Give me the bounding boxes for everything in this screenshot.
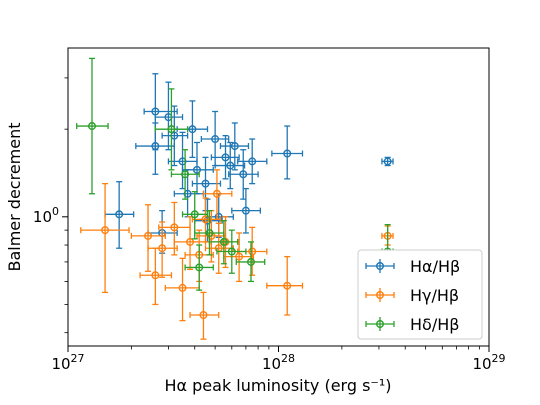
data-marker [211,135,220,144]
data-marker [144,231,153,240]
data-marker [235,252,244,261]
data-point [189,291,220,340]
legend-entry: Hδ/Hβ [365,315,459,334]
series-layer [76,57,394,340]
x-tick-label: 1028 [262,352,295,373]
data-marker [239,170,248,179]
data-marker [283,149,292,158]
data-marker [195,263,204,272]
data-marker [248,247,257,256]
data-marker [190,210,199,219]
data-marker [226,161,235,170]
data-marker [201,179,210,188]
data-marker [192,165,201,174]
data-marker [181,170,190,179]
series-1 [104,73,394,254]
data-marker [227,247,236,256]
data-marker [167,125,176,134]
data-point [228,149,259,200]
data-marker [212,189,221,198]
y-tick-label: 100 [33,205,59,226]
data-point [170,149,200,200]
data-point [208,220,239,265]
data-marker [230,142,239,151]
data-marker [170,223,179,232]
data-point [158,201,191,256]
legend-swatch-marker [376,320,385,329]
legend-swatch-marker [376,262,385,271]
data-marker [183,189,192,198]
legend: Hα/Hβ Hγ/Hβ Hδ/Hβ [357,249,483,340]
data-marker [199,311,208,320]
tick-labels: 1027 1028 1029 100 [33,205,506,373]
data-marker [87,122,96,131]
data-marker [201,215,210,224]
data-marker [246,257,255,266]
legend-label: Hα/Hβ [410,257,460,276]
y-axis-label: Balmer decrement [5,122,24,271]
data-marker [205,228,214,237]
data-marker [186,237,195,246]
legend-label: Hγ/Hβ [410,286,459,305]
data-point [266,255,304,316]
data-marker [383,157,392,166]
data-marker [151,271,160,280]
x-tick-label: 1029 [472,352,505,373]
data-point [237,138,268,185]
data-point [271,125,304,180]
data-marker [178,157,187,166]
data-marker [151,142,160,151]
plot-frame [67,47,490,347]
data-point [130,204,166,272]
x-axis-label: Hα peak luminosity (erg s⁻¹) [164,376,391,395]
legend-entry: Hα/Hβ [365,257,460,276]
data-point [80,182,130,294]
legend-entry: Hγ/Hβ [365,286,459,305]
data-point [194,209,225,256]
data-point [231,187,262,234]
data-point [381,156,394,167]
data-point [235,241,266,283]
data-point [184,244,214,291]
data-marker [248,157,257,166]
data-marker [221,153,230,162]
legend-label: Hδ/Hβ [410,315,459,334]
data-point [216,229,247,274]
data-point [147,221,178,278]
data-point [176,100,209,159]
x-axis-ticks [67,346,490,352]
y-axis-ticks [62,77,68,334]
data-point [219,122,250,171]
legend-swatch-marker [376,291,385,300]
data-marker [188,125,197,134]
data-marker [101,226,110,235]
data-marker [219,237,228,246]
data-marker [158,244,167,253]
data-marker [241,206,250,215]
data-point [214,141,246,190]
data-point [154,88,189,171]
data-point [161,105,189,167]
data-marker [178,283,187,292]
x-tick-label: 1027 [51,352,84,373]
legend-frame [357,249,483,340]
data-marker [283,281,292,290]
data-marker [115,210,124,219]
data-point [76,57,109,195]
